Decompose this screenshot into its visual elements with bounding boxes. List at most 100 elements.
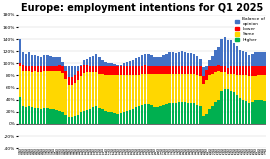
Bar — [55, 66, 58, 71]
Bar — [202, 116, 205, 124]
Bar — [248, 76, 251, 103]
Bar — [89, 109, 91, 124]
Bar — [58, 57, 61, 65]
Bar — [199, 59, 201, 66]
Bar — [224, 66, 226, 73]
Bar — [74, 66, 76, 75]
Bar — [175, 53, 177, 66]
Bar — [251, 66, 254, 76]
Bar — [254, 100, 256, 124]
Bar — [52, 66, 55, 71]
Bar — [110, 112, 113, 124]
Bar — [70, 85, 73, 117]
Bar — [116, 114, 119, 124]
Bar — [107, 75, 110, 112]
Bar — [61, 62, 64, 66]
Bar — [171, 103, 174, 124]
Bar — [77, 115, 79, 124]
Bar — [129, 61, 131, 66]
Bar — [178, 52, 180, 66]
Legend: Balance of
opinion, Lower, Same, Higher: Balance of opinion, Lower, Same, Higher — [234, 16, 267, 43]
Bar — [34, 108, 36, 124]
Bar — [138, 57, 140, 66]
Bar — [19, 66, 21, 97]
Bar — [107, 66, 110, 75]
Bar — [107, 63, 110, 66]
Bar — [129, 110, 131, 124]
Bar — [257, 76, 260, 100]
Bar — [138, 106, 140, 124]
Bar — [37, 66, 39, 72]
Bar — [168, 66, 171, 74]
Bar — [141, 74, 143, 104]
Bar — [123, 66, 125, 75]
Bar — [208, 66, 211, 76]
Bar — [248, 103, 251, 124]
Bar — [86, 59, 88, 65]
Bar — [77, 80, 79, 115]
Bar — [83, 65, 85, 73]
Bar — [132, 66, 134, 75]
Bar — [205, 80, 208, 114]
Bar — [187, 74, 189, 103]
Bar — [40, 66, 42, 73]
Bar — [65, 115, 67, 124]
Bar — [25, 107, 27, 124]
Bar — [22, 106, 24, 124]
Bar — [239, 50, 241, 66]
Bar — [113, 66, 116, 75]
Bar — [92, 107, 94, 124]
Bar — [162, 74, 165, 105]
Bar — [217, 100, 220, 124]
Bar — [86, 110, 88, 124]
Bar — [68, 117, 70, 124]
Bar — [251, 101, 254, 124]
Bar — [40, 57, 42, 66]
Bar — [86, 73, 88, 110]
Bar — [227, 40, 229, 68]
Bar — [217, 65, 220, 71]
Bar — [120, 66, 122, 76]
Bar — [153, 57, 156, 66]
Bar — [43, 55, 45, 66]
Bar — [147, 66, 150, 74]
Bar — [107, 112, 110, 124]
Bar — [68, 66, 70, 85]
Bar — [181, 66, 183, 74]
Bar — [65, 66, 67, 79]
Bar — [25, 71, 27, 107]
Bar — [55, 71, 58, 110]
Bar — [46, 66, 49, 71]
Bar — [40, 109, 42, 124]
Bar — [74, 83, 76, 116]
Bar — [168, 74, 171, 103]
Bar — [52, 57, 55, 66]
Bar — [242, 66, 244, 76]
Bar — [224, 73, 226, 89]
Bar — [116, 66, 119, 76]
Bar — [46, 108, 49, 124]
Bar — [144, 74, 146, 104]
Bar — [80, 66, 82, 76]
Bar — [80, 112, 82, 124]
Bar — [37, 56, 39, 66]
Bar — [141, 104, 143, 124]
Bar — [123, 75, 125, 112]
Bar — [104, 75, 107, 111]
Bar — [208, 76, 211, 109]
Bar — [104, 111, 107, 124]
Bar — [202, 67, 205, 84]
Bar — [135, 75, 137, 107]
Bar — [211, 106, 214, 124]
Bar — [83, 111, 85, 124]
Bar — [242, 51, 244, 66]
Bar — [135, 58, 137, 66]
Bar — [245, 76, 247, 101]
Bar — [208, 109, 211, 124]
Bar — [168, 52, 171, 66]
Bar — [162, 66, 165, 74]
Bar — [104, 66, 107, 75]
Bar — [193, 103, 195, 124]
Bar — [162, 105, 165, 124]
Bar — [227, 74, 229, 89]
